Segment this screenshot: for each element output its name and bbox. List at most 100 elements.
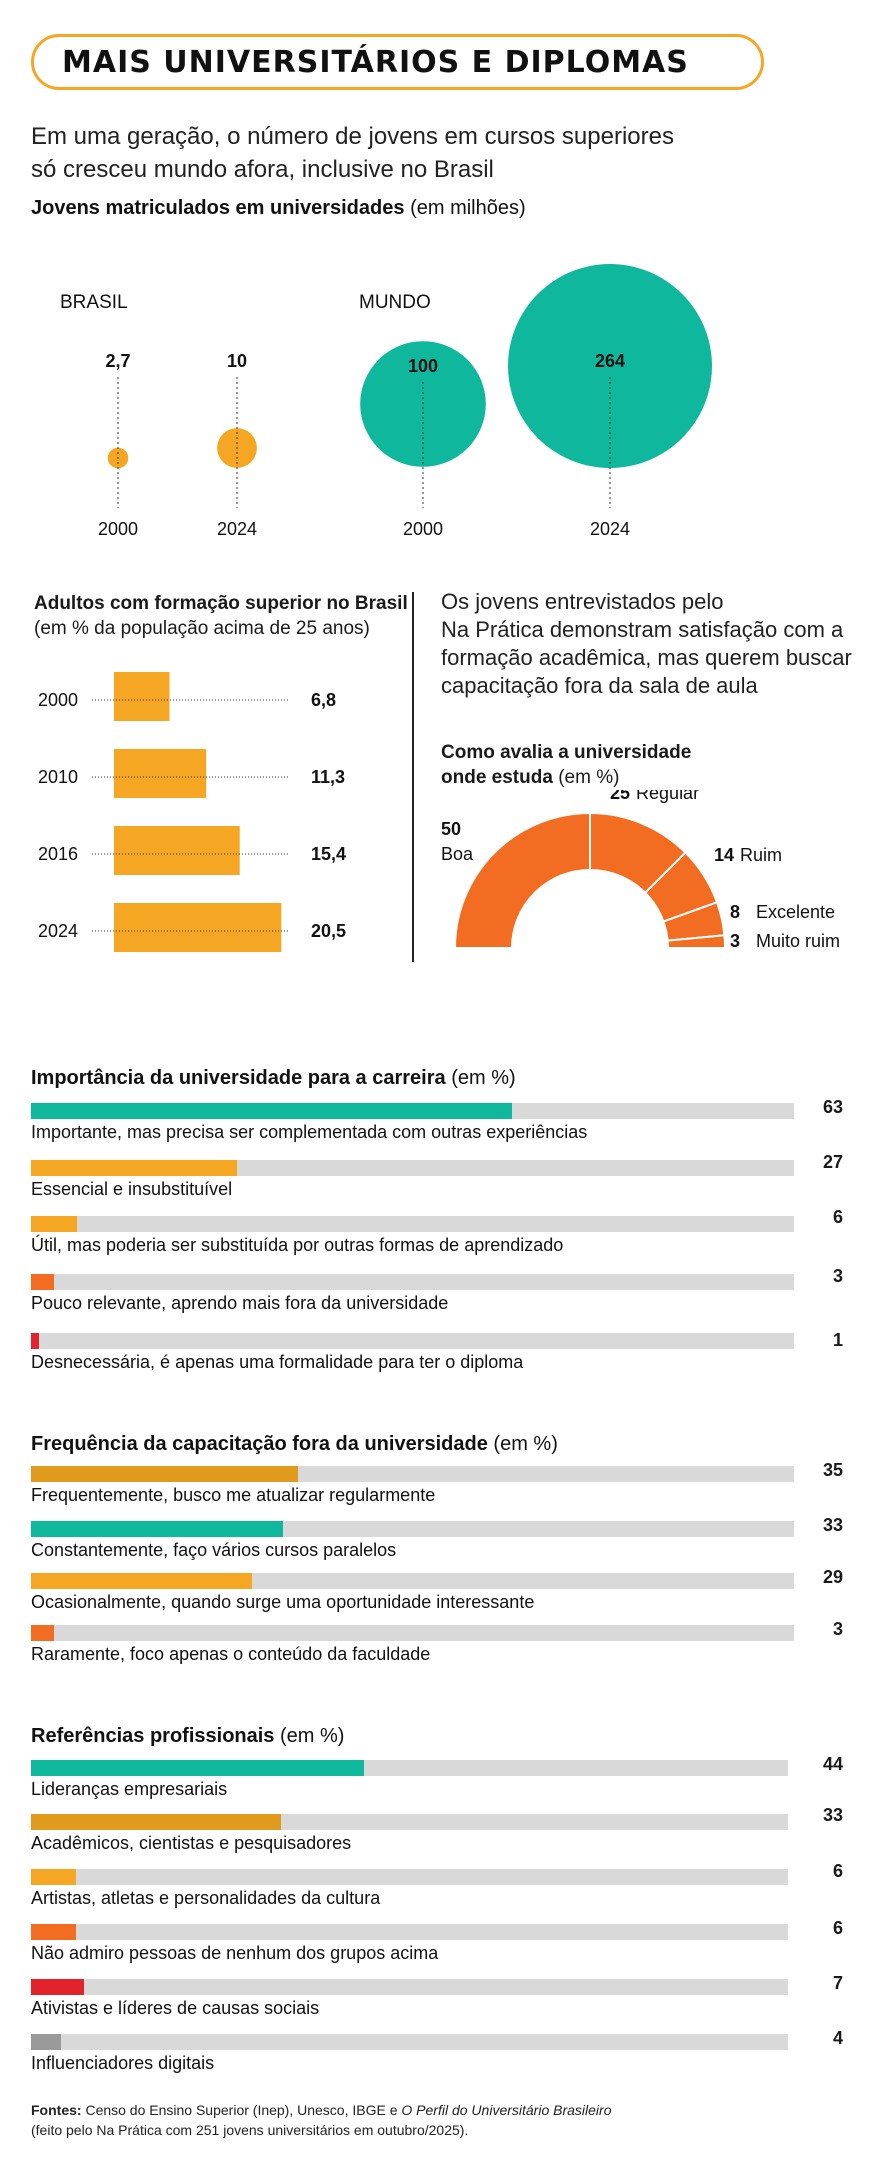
bubble-value-label: 2,7 bbox=[105, 351, 130, 371]
adults-bar-2024 bbox=[114, 903, 282, 952]
adults-year-label: 2010 bbox=[38, 767, 78, 787]
donut-name-label: Regular bbox=[636, 790, 699, 803]
frequency-title-bold: Frequência da capacitação fora da univer… bbox=[31, 1433, 488, 1455]
references-chart-fill bbox=[31, 1760, 365, 1776]
adults-value-label: 11,3 bbox=[311, 767, 345, 787]
sources-line-2: (feito pelo Na Prática com 251 jovens un… bbox=[31, 2122, 469, 2138]
importance-title: Importância da universidade para a carre… bbox=[31, 1067, 516, 1090]
references-chart-label: Influenciadores digitais bbox=[31, 2053, 215, 2073]
subtitle-line-1: Em uma geração, o número de jovens em cu… bbox=[31, 123, 674, 150]
donut-label-regular: 25 Regular bbox=[610, 790, 699, 803]
references-chart-value: 6 bbox=[832, 1918, 843, 1938]
adults-title: Adultos com formação superior no Brasil … bbox=[34, 591, 408, 641]
importance-chart-fill bbox=[31, 1274, 54, 1290]
frequency-chart-value: 3 bbox=[832, 1619, 843, 1639]
adults-title-bold: Adultos com formação superior no Brasil bbox=[34, 593, 408, 614]
enrollment-title-bold: Jovens matriculados em universidades bbox=[31, 197, 405, 219]
bubble-value-label: 10 bbox=[227, 351, 247, 371]
importance-chart-fill bbox=[31, 1333, 39, 1349]
references-chart-value: 6 bbox=[832, 1861, 843, 1881]
frequency-chart-value: 29 bbox=[822, 1567, 843, 1587]
donut-value-label: 3 bbox=[730, 931, 740, 951]
references-chart-fill bbox=[31, 1924, 77, 1940]
donut-label-excelente: 8 Excelente bbox=[730, 902, 835, 922]
adults-value-label: 15,4 bbox=[311, 844, 346, 864]
adults-bar-2016 bbox=[114, 826, 240, 875]
donut-value-label: 25 bbox=[610, 790, 630, 803]
references-chart-track bbox=[31, 1814, 788, 1830]
satisfaction-intro: Os jovens entrevistados pelo Na Prática … bbox=[441, 588, 852, 700]
enrollment-title-unit: (em milhões) bbox=[410, 197, 526, 219]
donut-label-muito-ruim: 3 Muito ruim bbox=[730, 931, 840, 951]
satisfaction-donut-chart: 50 Boa 25 Regular 14 Ruim 8 Excelente 3 Muito rui… bbox=[441, 790, 840, 951]
bubble-year-label: 2000 bbox=[98, 519, 138, 539]
importance-chart-track bbox=[31, 1103, 794, 1119]
column-divider bbox=[412, 592, 414, 962]
importance-chart-label: Desnecessária, é apenas uma formalidade … bbox=[31, 1352, 524, 1372]
importance-chart-label: Pouco relevante, aprendo mais fora da un… bbox=[31, 1293, 449, 1313]
importance-chart-track bbox=[31, 1216, 794, 1232]
references-chart-label: Ativistas e líderes de causas sociais bbox=[31, 1998, 320, 2018]
references-chart-track bbox=[31, 1979, 788, 1995]
adults-value-label: 6,8 bbox=[311, 690, 336, 710]
references-chart-value: 33 bbox=[822, 1805, 843, 1825]
title-banner: MAIS UNIVERSITÁRIOS E DIPLOMAS bbox=[31, 34, 764, 90]
bubble-mundo-2024 bbox=[508, 264, 712, 468]
adults-value-label: 20,5 bbox=[311, 921, 346, 941]
importance-chart-fill bbox=[31, 1216, 77, 1232]
importance-title-bold: Importância da universidade para a carre… bbox=[31, 1067, 446, 1089]
importance-chart-value: 27 bbox=[822, 1152, 843, 1172]
bubble-value-label: 264 bbox=[595, 351, 625, 371]
satisfaction-title-line-2: onde estuda bbox=[441, 767, 553, 788]
frequency-chart-value: 33 bbox=[822, 1515, 843, 1535]
adults-bar-2010 bbox=[114, 749, 207, 798]
references-chart-track bbox=[31, 2034, 788, 2050]
donut-slice-muito-ruim bbox=[666, 934, 727, 949]
frequency-chart-label: Raramente, foco apenas o conteúdo da fac… bbox=[31, 1644, 431, 1664]
group-label-mundo: MUNDO bbox=[359, 292, 431, 313]
frequency-chart-label: Ocasionalmente, quando surge uma oportun… bbox=[31, 1592, 535, 1612]
frequency-title: Frequência da capacitação fora da univer… bbox=[31, 1433, 558, 1456]
frequency-chart-track bbox=[31, 1466, 794, 1482]
donut-value-label: 14 bbox=[714, 845, 734, 865]
sources-label: Fontes: bbox=[31, 2102, 82, 2118]
references-chart-fill bbox=[31, 1869, 77, 1885]
importance-chart-track bbox=[31, 1333, 794, 1349]
donut-name-label: Ruim bbox=[740, 845, 782, 865]
sources-italic: O Perfil do Universitário Brasileiro bbox=[401, 2102, 612, 2118]
importance-chart-track bbox=[31, 1160, 794, 1176]
frequency-chart-label: Frequentemente, busco me atualizar regul… bbox=[31, 1485, 436, 1505]
frequency-title-unit: (em %) bbox=[493, 1433, 558, 1455]
satisfaction-intro-line-2: Na Prática demonstram satisfação com a bbox=[441, 617, 844, 642]
importance-chart-label: Útil, mas poderia ser substituída por ou… bbox=[31, 1235, 564, 1255]
references-chart-track bbox=[31, 1924, 788, 1940]
donut-name-label: Excelente bbox=[756, 902, 835, 922]
references-chart-value: 4 bbox=[832, 2028, 843, 2048]
page-title: MAIS UNIVERSITÁRIOS E DIPLOMAS bbox=[62, 44, 689, 80]
importance-title-unit: (em %) bbox=[451, 1067, 516, 1089]
donut-label-ruim: 14 Ruim bbox=[714, 845, 782, 865]
sources-text: Censo do Ensino Superior (Inep), Unesco,… bbox=[85, 2102, 398, 2118]
adults-title-sub: (em % da população acima de 25 anos) bbox=[34, 618, 370, 639]
references-chart-fill bbox=[31, 1814, 281, 1830]
references-chart-fill bbox=[31, 1979, 84, 1995]
references-chart-value: 7 bbox=[832, 1973, 843, 1993]
references-chart-label: Artistas, atletas e personalidades da cu… bbox=[31, 1888, 381, 1908]
references-chart-fill bbox=[31, 2034, 62, 2050]
bubble-year-label: 2024 bbox=[217, 519, 257, 539]
bubble-value-label: 100 bbox=[408, 356, 438, 376]
frequency-chart-label: Constantemente, faço vários cursos paral… bbox=[31, 1540, 397, 1560]
adults-bar-2000 bbox=[114, 672, 170, 721]
frequency-chart-fill bbox=[31, 1521, 283, 1537]
satisfaction-title: Como avalia a universidade onde estuda (… bbox=[441, 740, 691, 790]
adults-bar-chart: 2000 6,8 2010 11,3 2016 15,4 2024 20,5 bbox=[38, 672, 346, 952]
adults-year-label: 2016 bbox=[38, 844, 78, 864]
donut-name-label: Muito ruim bbox=[756, 931, 840, 951]
importance-chart-value: 6 bbox=[832, 1207, 843, 1227]
frequency-chart-fill bbox=[31, 1625, 54, 1641]
references-chart-track bbox=[31, 1869, 788, 1885]
satisfaction-intro-line-1: Os jovens entrevistados pelo bbox=[441, 589, 724, 614]
satisfaction-intro-line-3: formação acadêmica, mas querem buscar bbox=[441, 645, 852, 670]
importance-chart-value: 63 bbox=[822, 1097, 843, 1117]
references-chart-label: Não admiro pessoas de nenhum dos grupos … bbox=[31, 1943, 439, 1963]
